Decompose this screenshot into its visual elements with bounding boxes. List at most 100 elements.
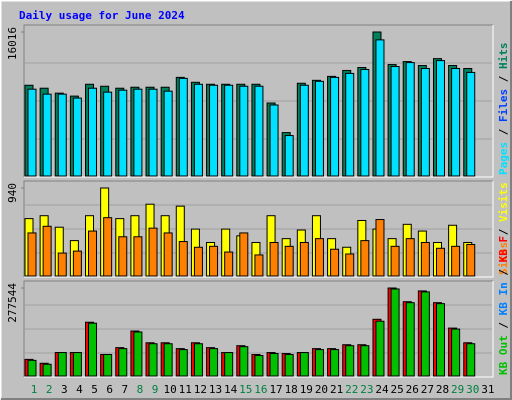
- legend-entry: Files: [497, 89, 510, 122]
- plot-border-light: [24, 25, 494, 178]
- bar: [435, 60, 445, 177]
- bar: [224, 84, 234, 177]
- x-tick-label: 6: [106, 383, 113, 396]
- x-tick-label: 26: [406, 383, 419, 396]
- x-tick-label: 19: [300, 383, 313, 396]
- x-tick-label: 22: [345, 383, 358, 396]
- x-tick-label: 21: [330, 383, 343, 396]
- bar: [148, 343, 158, 377]
- bar: [118, 348, 128, 377]
- x-tick-label: 14: [224, 383, 238, 396]
- bar: [360, 240, 370, 277]
- bar: [405, 238, 415, 277]
- x-tick-label: 10: [164, 383, 177, 396]
- x-tick-label: 5: [91, 383, 98, 396]
- bar: [88, 322, 98, 377]
- plot-border-dark: [23, 280, 493, 377]
- bar: [330, 248, 340, 277]
- bar: [42, 225, 52, 277]
- bar: [390, 288, 400, 377]
- x-tick-label: 28: [436, 383, 449, 396]
- bar: [42, 93, 52, 177]
- bar: [330, 76, 340, 177]
- x-tick-label: 24: [375, 383, 389, 396]
- x-tick-label: 12: [194, 383, 207, 396]
- x-tick-label: 16: [254, 383, 267, 396]
- x-tick-label: 31: [481, 383, 494, 396]
- bar: [269, 104, 279, 177]
- bar: [224, 352, 234, 377]
- bar: [178, 349, 188, 377]
- bar: [239, 346, 249, 377]
- bar: [451, 245, 461, 277]
- x-tick-label: 4: [76, 383, 83, 396]
- bar: [360, 68, 370, 177]
- bar: [254, 85, 264, 177]
- bar: [390, 66, 400, 177]
- bar: [420, 67, 430, 177]
- bar: [435, 247, 445, 277]
- bar: [57, 93, 67, 177]
- bar: [27, 232, 37, 277]
- bar: [284, 135, 294, 177]
- bar: [72, 250, 82, 277]
- bar: [72, 97, 82, 177]
- legend: Pages / Files / Hits: [497, 43, 510, 176]
- plot-border-dark: [23, 180, 493, 277]
- bar: [178, 241, 188, 277]
- bar: [224, 251, 234, 277]
- bar: [209, 348, 219, 377]
- legend-entry: Visits: [497, 182, 510, 222]
- bar: [254, 354, 264, 377]
- bar: [209, 245, 219, 277]
- bar: [178, 77, 188, 177]
- plot-border-light: [24, 281, 494, 378]
- bar: [405, 62, 415, 177]
- bar: [345, 253, 355, 277]
- bar: [103, 217, 113, 277]
- bar: [435, 303, 445, 377]
- bar: [27, 88, 37, 177]
- bar: [57, 352, 67, 377]
- bar: [299, 241, 309, 277]
- bar: [103, 353, 113, 377]
- legend-separator: /: [497, 69, 510, 89]
- x-tick-label: 30: [466, 383, 479, 396]
- bar: [193, 343, 203, 377]
- legend-entry: KB Out: [497, 335, 510, 375]
- bar: [345, 72, 355, 177]
- bar: [118, 236, 128, 277]
- bar: [284, 353, 294, 377]
- x-tick-label: 2: [46, 383, 53, 396]
- bar: [27, 359, 37, 377]
- bar: [390, 245, 400, 277]
- bar: [163, 343, 173, 377]
- bar: [405, 302, 415, 377]
- bar: [88, 230, 98, 277]
- bar: [88, 87, 98, 177]
- legend-separator: /: [497, 315, 510, 335]
- bar: [466, 343, 476, 377]
- bar: [420, 241, 430, 277]
- bar: [163, 90, 173, 177]
- y-tick-label: 16016: [6, 27, 19, 60]
- bar: [314, 80, 324, 177]
- legend: Sites / Visits: [497, 182, 510, 275]
- bar: [299, 352, 309, 377]
- legend-separator: /: [497, 222, 510, 242]
- bar: [269, 241, 279, 277]
- x-tick-label: 20: [315, 383, 328, 396]
- x-tick-label: 27: [421, 383, 434, 396]
- bar: [103, 91, 113, 177]
- bar: [314, 349, 324, 377]
- x-tick-label: 15: [239, 383, 252, 396]
- legend-entry: KB F: [497, 236, 510, 263]
- legend-entry: Sites: [497, 242, 510, 275]
- bar: [239, 232, 249, 277]
- plot-border-dark: [23, 24, 493, 177]
- bar: [193, 83, 203, 177]
- bar: [375, 219, 385, 277]
